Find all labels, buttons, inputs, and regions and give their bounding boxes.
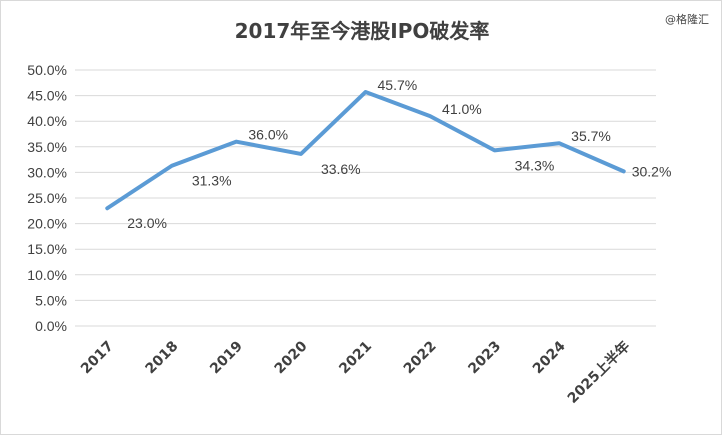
data-label: 31.3%: [192, 173, 232, 189]
x-tick-label: 2025上半年: [564, 338, 633, 407]
y-tick-label: 15.0%: [27, 241, 67, 257]
data-label: 41.0%: [442, 101, 482, 117]
x-tick-label: 2021: [336, 338, 375, 377]
data-label: 34.3%: [515, 157, 555, 173]
x-tick-label: 2020: [272, 338, 311, 377]
x-tick-label: 2024: [530, 338, 569, 377]
data-label: 30.2%: [632, 163, 672, 179]
data-label: 33.6%: [321, 161, 361, 177]
y-tick-label: 5.0%: [35, 292, 67, 308]
y-tick-label: 40.0%: [27, 113, 67, 129]
data-label: 36.0%: [248, 127, 288, 143]
x-tick-label: 2022: [401, 338, 440, 377]
data-label: 23.0%: [127, 215, 167, 231]
data-label: 45.7%: [378, 77, 418, 93]
watermark-label: @格隆汇: [665, 13, 709, 26]
chart-title: 2017年至今港股IPO破发率: [234, 19, 490, 43]
y-tick-label: 25.0%: [27, 190, 67, 206]
y-tick-label: 10.0%: [27, 267, 67, 283]
data-label: 35.7%: [571, 128, 611, 144]
gridlines: [75, 69, 656, 327]
data-labels: 23.0% 31.3% 36.0% 33.6% 45.7% 41.0% 34.3% 35.7%…: [127, 77, 671, 231]
x-tick-label: 2023: [465, 338, 504, 377]
y-tick-label: 30.0%: [27, 164, 67, 180]
y-tick-label: 50.0%: [27, 62, 67, 78]
x-tick-label: 2018: [143, 338, 182, 377]
y-tick-label: 0.0%: [35, 318, 67, 334]
y-axis: 0.0% 5.0% 10.0% 15.0% 20.0% 25.0% 30.0% 35.0% 40…: [27, 62, 67, 334]
series-group: [105, 90, 626, 211]
y-tick-label: 20.0%: [27, 216, 67, 232]
y-tick-label: 35.0%: [27, 139, 67, 155]
series-line: [105, 90, 626, 211]
y-tick-label: 45.0%: [27, 88, 67, 104]
x-tick-label: 2017: [78, 338, 117, 377]
x-tick-label: 2019: [207, 338, 246, 377]
